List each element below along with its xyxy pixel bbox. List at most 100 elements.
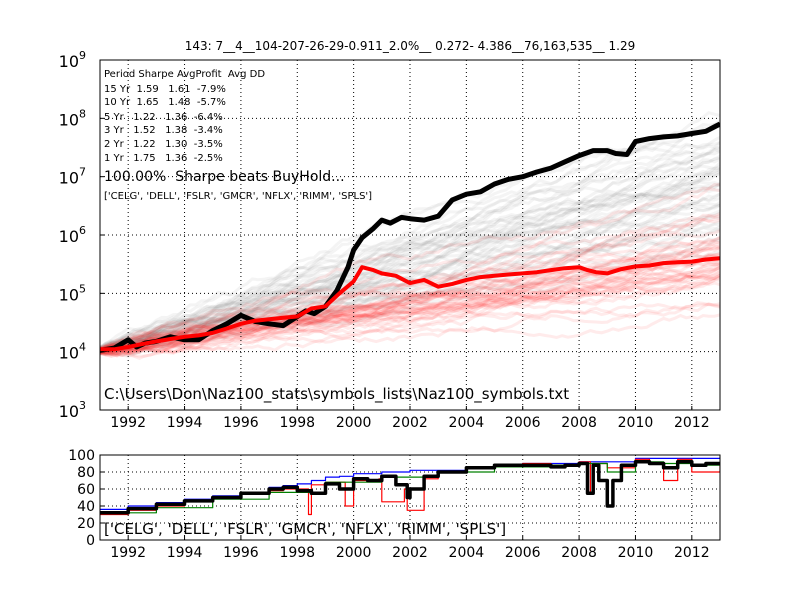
y-tick-label: 60: [77, 482, 95, 498]
x-tick-label: 2000: [336, 415, 372, 431]
background-path: [100, 187, 720, 350]
stats-row: 3 Yr 1.52 1.38 -3.4%: [104, 125, 223, 136]
background-path: [100, 247, 720, 354]
x-tick-label: 2008: [561, 415, 597, 431]
x-tick-label: 2012: [674, 545, 710, 561]
background-path: [100, 183, 720, 351]
y-tick-label: 100: [68, 448, 95, 464]
background-path: [100, 121, 720, 352]
background-path: [100, 237, 720, 351]
series-line-red: [100, 256, 720, 352]
background-path: [100, 181, 720, 351]
x-tick-label: 2004: [449, 545, 485, 561]
x-tick-label: 2010: [618, 545, 654, 561]
background-path: [100, 209, 720, 356]
y-tick-label: 107: [59, 166, 86, 188]
background-path: [100, 211, 720, 350]
bottom-series: [100, 456, 720, 516]
background-path: [100, 192, 720, 353]
background-path: [100, 269, 720, 355]
x-tick-label: 2006: [505, 545, 541, 561]
y-tick-label: 0: [86, 533, 95, 549]
background-path: [100, 149, 720, 353]
background-path: [100, 182, 720, 350]
x-tick-label: 2006: [505, 415, 541, 431]
stats-row: Period Sharpe AvgProfit Avg DD: [104, 69, 265, 80]
background-path: [100, 203, 720, 354]
y-tick-label: 40: [77, 499, 95, 515]
x-tick-label: 1998: [279, 545, 315, 561]
x-tick-label: 1992: [110, 545, 146, 561]
x-tick-label: 1996: [223, 545, 259, 561]
background-path: [100, 261, 720, 356]
y-tick-label: 20: [77, 516, 95, 532]
background-path: [100, 229, 720, 353]
background-path: [100, 165, 720, 351]
y-tick-label: 106: [59, 224, 86, 246]
background-path: [100, 254, 720, 352]
x-tick-label: 2004: [449, 415, 485, 431]
x-tick-label: 2008: [561, 545, 597, 561]
y-tick-label: 108: [59, 107, 86, 129]
background-path: [100, 183, 720, 352]
background-path: [100, 146, 720, 349]
background-path: [100, 245, 720, 352]
background-path: [100, 245, 720, 357]
background-path: [100, 265, 720, 355]
x-tick-label: 1994: [167, 415, 203, 431]
bottom-ticks: 1992 1994 1996 1998 2000 2002 2004 2006 2008 2010…: [68, 448, 709, 561]
background-path: [100, 141, 720, 354]
series-line-black: [100, 460, 720, 515]
background-path: [100, 158, 720, 352]
stats-table: Period Sharpe AvgProfit Avg DD 15 Yr 1.5…: [104, 69, 265, 164]
background-path: [100, 168, 720, 352]
stats-row: 10 Yr 1.65 1.48 -5.7%: [104, 97, 226, 108]
background-path: [100, 148, 720, 349]
background-path: [100, 170, 720, 352]
bottom-chart: 1992 1994 1996 1998 2000 2002 2004 2006 2008 2010…: [68, 448, 721, 561]
background-path: [100, 167, 720, 355]
stats-row: 5 Yr 1.22 1.36 -6.4%: [104, 112, 223, 123]
background-path: [100, 268, 720, 358]
x-tick-label: 2002: [392, 415, 428, 431]
path-annotation: C:\Users\Don\Naz100_stats\symbols_lists\…: [104, 385, 569, 404]
background-path: [100, 225, 720, 352]
background-path: [100, 161, 720, 355]
x-tick-label: 2010: [618, 415, 654, 431]
background-path: [100, 155, 720, 352]
stats-row: 15 Yr 1.59 1.61 -7.9%: [104, 84, 226, 95]
background-path: [100, 166, 720, 353]
stats-row: 1 Yr 1.75 1.36 -2.5%: [104, 153, 223, 164]
y-tick-label: 105: [59, 282, 86, 304]
background-path: [100, 156, 720, 353]
y-tick-label: 103: [59, 399, 86, 421]
stats-row: 2 Yr 1.22 1.30 -3.5%: [104, 139, 223, 150]
background-path: [100, 146, 720, 351]
x-tick-label: 1994: [167, 545, 203, 561]
x-tick-label: 2002: [392, 545, 428, 561]
background-path: [100, 225, 720, 352]
background-path: [100, 273, 720, 351]
background-path: [100, 172, 720, 354]
x-tick-label: 1992: [110, 415, 146, 431]
x-tick-label: 1996: [223, 415, 259, 431]
background-path: [100, 262, 720, 351]
sharpe-annotation: 100.00% Sharpe beats BuyHold...: [104, 169, 345, 185]
symbols-annotation: ['CELG', 'DELL', 'FSLR', 'GMCR', 'NFLX',…: [104, 191, 372, 202]
background-path: [100, 271, 720, 356]
x-tick-label: 2000: [336, 545, 372, 561]
background-path: [100, 141, 720, 352]
y-tick-label: 80: [77, 465, 95, 481]
bottom-symbols-annotation: ['CELG', 'DELL', 'FSLR', 'GMCR', 'NFLX',…: [104, 520, 506, 538]
y-tick-label: 104: [59, 341, 86, 363]
y-tick-label: 109: [59, 49, 86, 71]
series-line-black: [100, 121, 720, 353]
top-chart: 1992 1994 1996 1998 2000 2002 2004 2006 2008 2010…: [59, 49, 721, 431]
x-tick-label: 2012: [674, 415, 710, 431]
background-path: [100, 302, 720, 358]
background-path: [100, 188, 720, 352]
chart-title: 143: 7__4__104-207-26-29-0.911_2.0%__ 0.…: [185, 39, 635, 53]
x-tick-label: 1998: [279, 415, 315, 431]
background-path: [100, 203, 720, 353]
